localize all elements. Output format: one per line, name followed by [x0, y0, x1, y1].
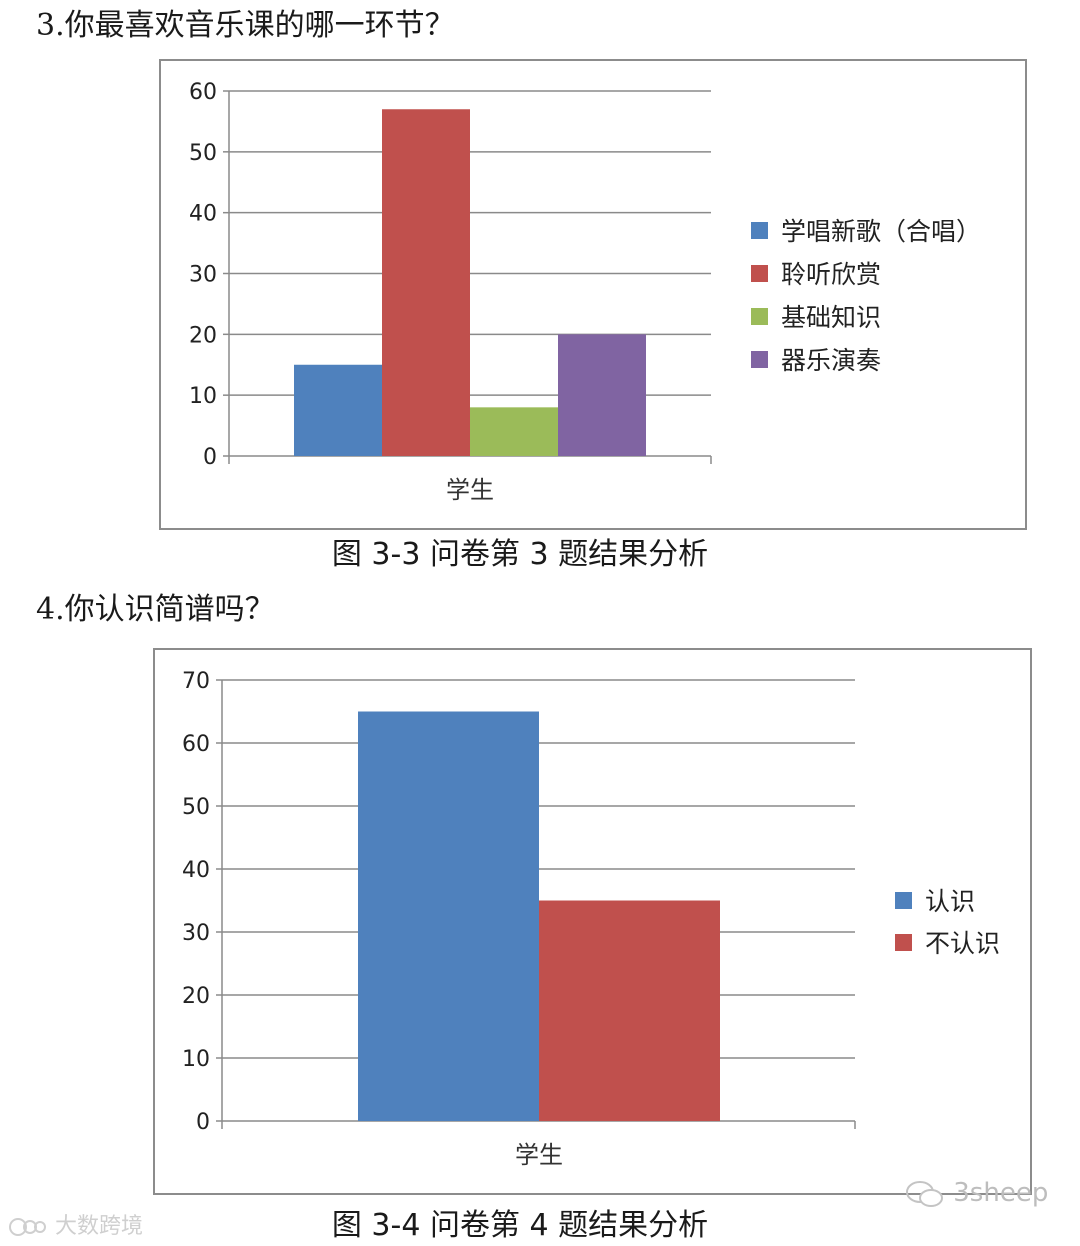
brand-logo-icon	[9, 1218, 46, 1236]
chart4-ytick-label: 10	[182, 1047, 210, 1072]
chart3-ytick-label: 40	[189, 202, 217, 227]
chart3-ytick-label: 50	[189, 141, 217, 166]
chart3-legend-swatch-2	[751, 265, 768, 282]
chart4-category-label: 学生	[515, 1141, 563, 1169]
chart3-ytick-label: 0	[203, 445, 217, 470]
chart3-bar-4	[558, 334, 646, 456]
chart4-ytick-label: 60	[182, 732, 210, 757]
chart4-legend-swatch-2	[895, 934, 912, 951]
chart3-ytick-label: 30	[189, 263, 217, 288]
chart4-legend-label-1: 认识	[925, 887, 975, 916]
chart4-bar-1	[358, 711, 539, 1121]
chart3-bar-1	[294, 364, 382, 456]
chart3-ytick-label: 60	[189, 80, 217, 105]
chart3-legend-swatch-1	[751, 222, 768, 239]
figure-3-3-caption: 图 3-3 问卷第 3 题结果分析	[331, 537, 709, 572]
chart3-bar-2	[382, 109, 470, 456]
chart-question-3: 0 10 20 30 40 50 60 学生 学唱新歌（合唱） 聆听欣赏基础知识器乐演奏	[159, 59, 1027, 530]
chart4-ytick-label: 0	[196, 1110, 210, 1135]
chart4-legend-swatch-1	[895, 892, 912, 909]
wechat-icon	[906, 1180, 943, 1207]
chart4-ytick-label: 20	[182, 984, 210, 1009]
chart4-legend-label-2: 不认识	[925, 929, 1000, 958]
chart4-ytick-label: 70	[182, 669, 210, 694]
chart4-ytick-label: 30	[182, 921, 210, 946]
chart3-ytick-label: 10	[189, 384, 217, 409]
question-4-title: 4.你认识简谱吗？	[36, 592, 275, 627]
watermark-dashujuajing: 大数跨境	[8, 1208, 143, 1240]
watermark-left-text: 大数跨境	[55, 1214, 144, 1239]
chart3-bar-3	[470, 407, 558, 456]
chart4-bar-2	[539, 900, 720, 1121]
question-3-title: 3.你最喜欢音乐课的哪一环节？	[36, 8, 455, 43]
chart3-ytick-label: 20	[189, 323, 217, 348]
chart4-ytick-label: 50	[182, 795, 210, 820]
chart3-legend-label-2: 聆听欣赏	[781, 260, 881, 289]
chart3-legend-label-1: 学唱新歌（合唱）	[781, 217, 981, 246]
watermark-right-text: 3sheep	[953, 1178, 1049, 1208]
figure-3-4-caption: 图 3-4 问卷第 4 题结果分析	[331, 1208, 709, 1243]
chart3-legend-swatch-3	[751, 308, 768, 325]
chart3-legend-label-3: 基础知识	[781, 303, 881, 332]
watermark-3sheep: 3sheep	[905, 1178, 1048, 1209]
chart3-legend-swatch-4	[751, 351, 768, 368]
chart4-ytick-label: 40	[182, 858, 210, 883]
chart-question-4: 0 10 20 30 40 50 60 70 学生 认识不认识	[153, 648, 1032, 1195]
chart3-legend-label-4: 器乐演奏	[781, 346, 881, 375]
chart3-category-label: 学生	[446, 476, 494, 504]
